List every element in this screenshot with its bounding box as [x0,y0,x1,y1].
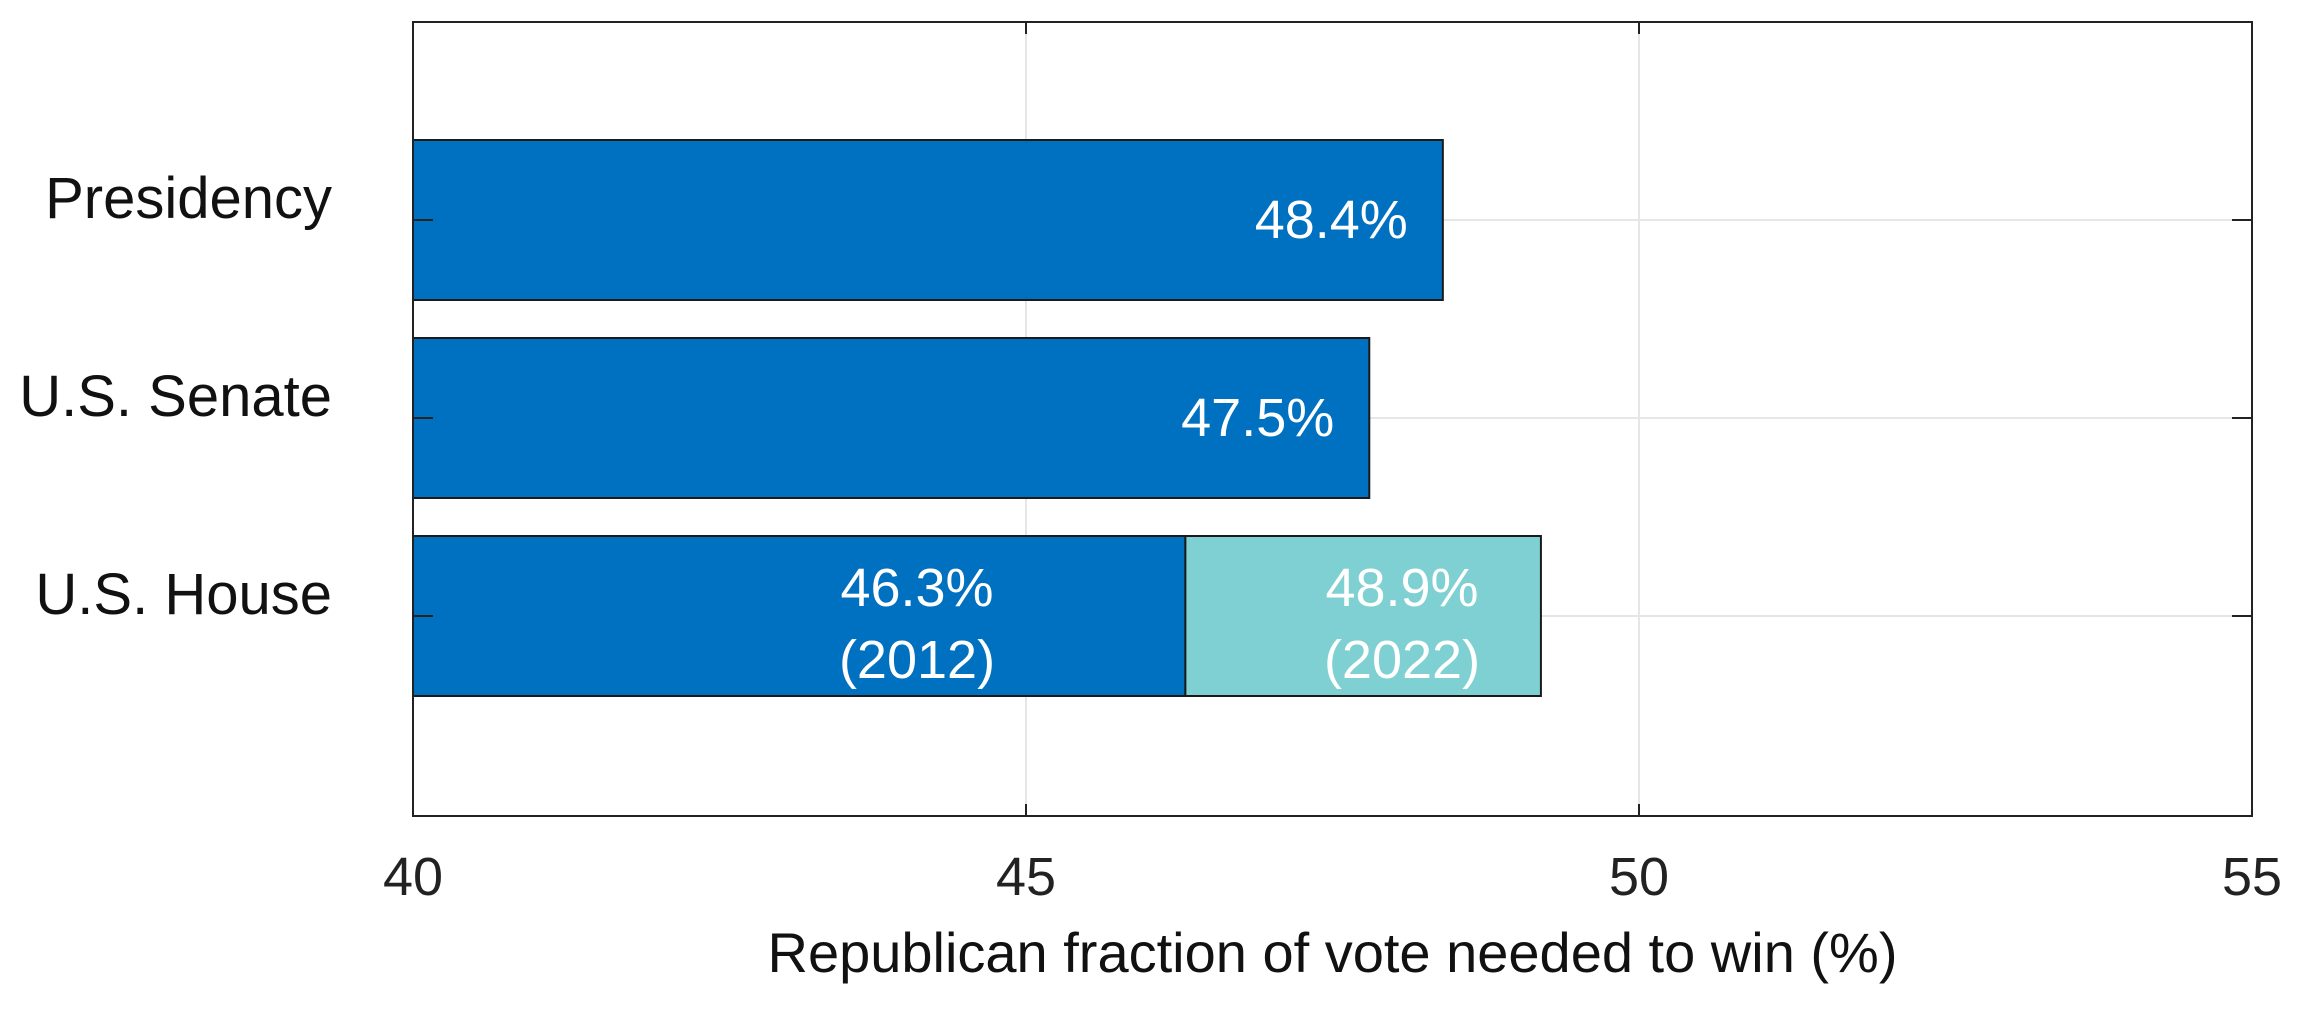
overlay-year-label: (2022) [1324,630,1480,690]
overlay-value-label: 48.9% [1325,558,1478,618]
axis-ticks [412,22,2253,816]
bar-value-label: 47.5% [1181,388,1334,448]
bar-value-label: 46.3% [840,558,993,618]
y-category-label: U.S. House [35,562,332,627]
bar [412,337,1371,499]
x-tick-label: 45 [996,847,1056,907]
axis-labels: 40 45 50 55 Presidency U.S. Senate U.S. House [19,166,2282,907]
bar-year-label: (2012) [839,630,995,690]
x-axis-title: Republican fraction of vote needed to wi… [768,921,1898,984]
x-tick-label: 50 [1609,847,1669,907]
bar [412,139,1444,301]
bar-value-label: 48.4% [1255,190,1408,250]
y-category-label: Presidency [45,166,332,231]
overlay-bar [1184,535,1542,697]
bar [412,535,1187,697]
x-tick-label: 55 [2222,847,2282,907]
x-tick-label: 40 [383,847,443,907]
y-category-label: U.S. Senate [19,364,332,429]
